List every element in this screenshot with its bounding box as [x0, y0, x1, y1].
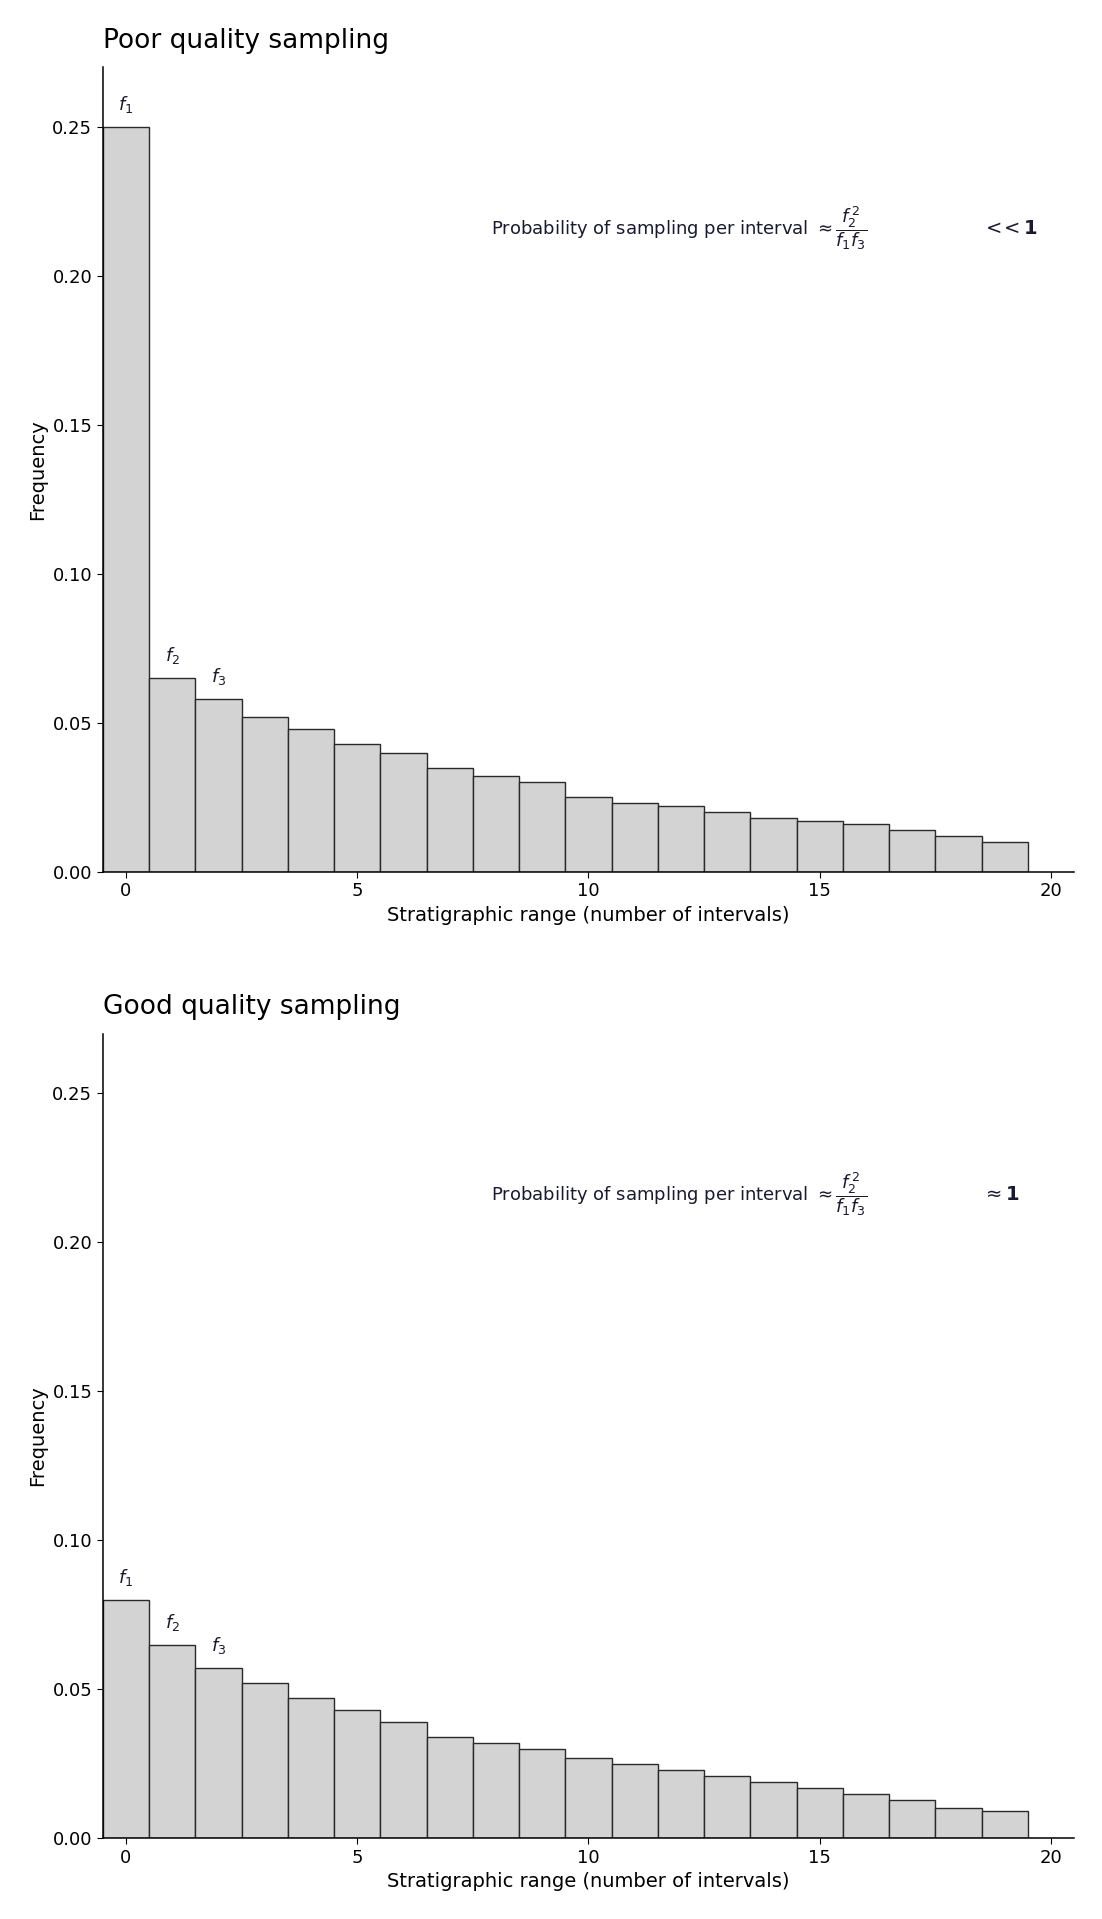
Bar: [565, 796, 612, 871]
Bar: [797, 821, 843, 871]
Text: Probability of sampling per interval $\approx\dfrac{f_2^{\,2}}{f_1 f_3}$: Probability of sampling per interval $\a…: [491, 203, 867, 251]
Bar: [982, 842, 1028, 871]
Text: $f_2$: $f_2$: [164, 1612, 180, 1633]
Y-axis label: Frequency: Frequency: [28, 418, 46, 520]
Bar: [936, 1808, 982, 1838]
Text: $f_1$: $f_1$: [118, 94, 133, 115]
Bar: [102, 127, 149, 871]
Text: $f_1$: $f_1$: [118, 1568, 133, 1587]
Bar: [334, 1710, 380, 1838]
X-axis label: Stratigraphic range (number of intervals): Stratigraphic range (number of intervals…: [387, 1873, 790, 1892]
Y-axis label: Frequency: Frequency: [28, 1386, 46, 1487]
Text: $f_3$: $f_3$: [210, 1635, 226, 1656]
Text: Poor quality sampling: Poor quality sampling: [102, 27, 389, 54]
Bar: [889, 831, 936, 871]
Bar: [658, 1769, 704, 1838]
Bar: [473, 777, 519, 871]
Bar: [380, 752, 426, 871]
Bar: [750, 817, 797, 871]
Text: $f_3$: $f_3$: [210, 666, 226, 687]
Bar: [658, 806, 704, 871]
Text: $<\!\!<\mathbf{1}$: $<\!\!<\mathbf{1}$: [982, 219, 1038, 238]
Bar: [936, 837, 982, 871]
Bar: [612, 1764, 658, 1838]
Bar: [288, 1698, 334, 1838]
Text: Probability of sampling per interval $\approx\dfrac{f_2^{\,2}}{f_1 f_3}$: Probability of sampling per interval $\a…: [491, 1171, 867, 1219]
Bar: [889, 1800, 936, 1838]
Bar: [334, 745, 380, 871]
Text: $\approx\mathbf{1}$: $\approx\mathbf{1}$: [982, 1186, 1020, 1203]
Bar: [797, 1789, 843, 1838]
Bar: [241, 1683, 288, 1838]
Bar: [102, 1600, 149, 1838]
Text: Good quality sampling: Good quality sampling: [102, 994, 400, 1021]
Bar: [426, 768, 473, 871]
Bar: [750, 1781, 797, 1838]
Bar: [704, 1775, 750, 1838]
Bar: [519, 783, 565, 871]
Text: $f_2$: $f_2$: [164, 645, 180, 666]
Bar: [565, 1758, 612, 1838]
Bar: [473, 1742, 519, 1838]
Bar: [519, 1748, 565, 1838]
Bar: [380, 1721, 426, 1838]
Bar: [241, 718, 288, 871]
Bar: [843, 1794, 889, 1838]
Bar: [149, 1645, 195, 1838]
Bar: [195, 699, 241, 871]
X-axis label: Stratigraphic range (number of intervals): Stratigraphic range (number of intervals…: [387, 906, 790, 925]
Bar: [288, 729, 334, 871]
Bar: [195, 1668, 241, 1838]
Bar: [704, 812, 750, 871]
Bar: [149, 677, 195, 871]
Bar: [843, 823, 889, 871]
Bar: [426, 1737, 473, 1838]
Bar: [982, 1812, 1028, 1838]
Bar: [612, 804, 658, 871]
